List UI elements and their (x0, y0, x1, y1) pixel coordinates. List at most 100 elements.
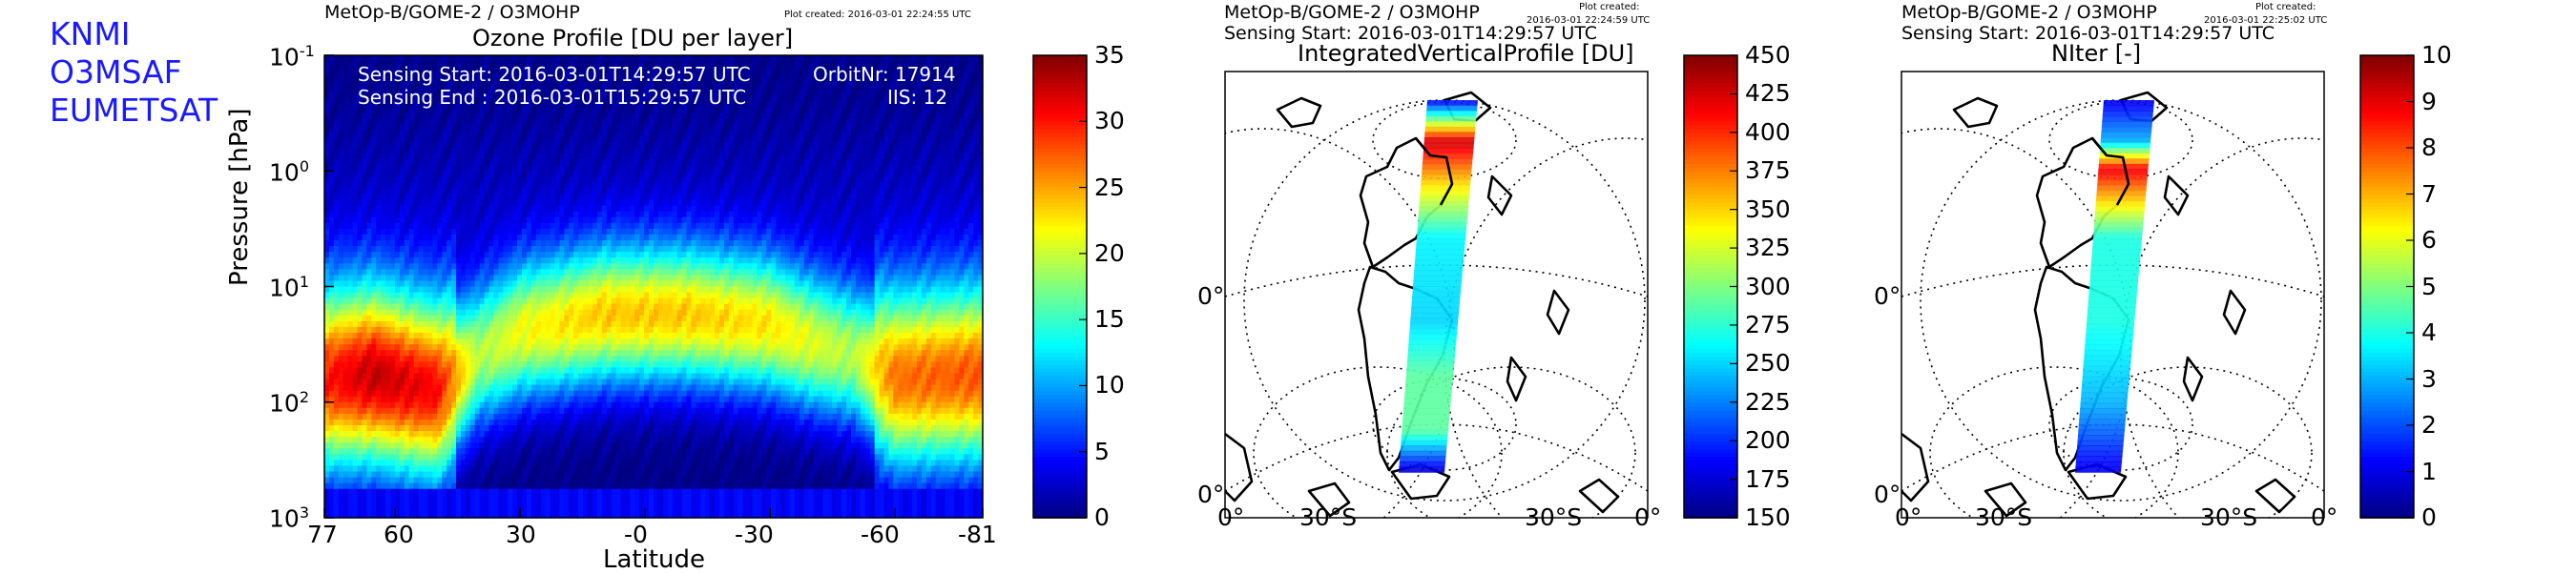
heatmap-cell (465, 390, 471, 398)
heatmap-cell (573, 118, 579, 126)
heatmap-cell (418, 471, 425, 479)
heatmap-cell (333, 228, 340, 236)
heatmap-cell (474, 511, 481, 519)
heatmap-cell (484, 419, 490, 426)
heatmap-cell (399, 373, 405, 380)
heatmap-cell (437, 477, 443, 484)
heatmap-cell (474, 135, 481, 143)
heatmap-cell (596, 482, 603, 490)
heatmap-cell (442, 477, 447, 484)
heatmap-cell (550, 199, 556, 207)
heatmap-cell (347, 500, 354, 507)
heatmap-cell (352, 211, 359, 218)
heatmap-cell (432, 488, 438, 496)
heatmap-cell (512, 72, 518, 79)
heatmap-cell (592, 297, 598, 305)
heatmap-cell (503, 90, 509, 97)
heatmap-cell (512, 384, 518, 392)
heatmap-cell (399, 90, 405, 97)
heatmap-cell (328, 494, 335, 502)
heatmap-cell (554, 396, 561, 403)
heatmap-cell (408, 344, 415, 351)
heatmap-cell (517, 419, 523, 426)
heatmap-cell (588, 252, 593, 258)
heatmap-cell (460, 113, 467, 120)
heatmap-cell (447, 90, 452, 97)
heatmap-cell (408, 361, 415, 368)
heatmap-cell (390, 165, 396, 172)
heatmap-cell (469, 55, 476, 62)
heatmap-cell (366, 488, 372, 496)
heatmap-cell (366, 344, 372, 351)
heatmap-cell (517, 425, 523, 432)
heatmap-cell (512, 500, 518, 507)
heatmap-cell (592, 263, 598, 270)
heatmap-cell (456, 344, 462, 351)
heatmap-cell (611, 240, 617, 247)
heatmap-cell (498, 384, 504, 392)
heatmap-cell (456, 326, 462, 334)
heatmap-cell (447, 275, 452, 282)
heatmap-cell (366, 309, 372, 317)
heatmap-cell (451, 320, 457, 328)
heatmap-cell (333, 309, 340, 317)
heatmap-cell (592, 188, 598, 195)
heatmap-cell (404, 477, 410, 484)
heatmap-cell (522, 216, 528, 224)
heatmap-cell (418, 159, 425, 166)
heatmap-cell (540, 344, 547, 351)
heatmap-cell (456, 390, 462, 398)
heatmap-cell (535, 130, 542, 137)
heatmap-cell (413, 101, 420, 109)
heatmap-cell (451, 240, 457, 247)
heatmap-cell (381, 286, 386, 294)
heatmap-cell (456, 488, 462, 496)
heatmap-cell (606, 205, 613, 213)
heatmap-cell (366, 246, 372, 253)
heatmap-cell (442, 211, 447, 218)
heatmap-cell (564, 367, 570, 375)
heatmap-cell (324, 124, 330, 132)
heatmap-cell (535, 315, 542, 322)
heatmap-cell (447, 240, 452, 247)
heatmap-cell (526, 419, 532, 426)
heatmap-cell (493, 141, 499, 149)
heatmap-cell (352, 240, 359, 247)
heatmap-cell (338, 482, 344, 490)
heatmap-cell (413, 188, 420, 195)
heatmap-cell (465, 159, 471, 166)
heatmap-cell (427, 326, 433, 334)
heatmap-cell (526, 505, 532, 513)
heatmap-cell (564, 437, 570, 443)
heatmap-cell (573, 240, 579, 247)
heatmap-cell (545, 124, 551, 132)
heatmap-cell (550, 361, 556, 368)
heatmap-cell (601, 55, 608, 62)
heatmap-cell (596, 396, 603, 403)
heatmap-cell (427, 141, 433, 149)
heatmap-cell (333, 407, 340, 415)
heatmap-cell (469, 465, 476, 473)
heatmap-cell (460, 154, 467, 160)
heatmap-cell (508, 361, 513, 368)
heatmap-cell (606, 419, 613, 426)
heatmap-cell (469, 419, 476, 426)
heatmap-cell (357, 269, 364, 276)
heatmap-cell (573, 84, 579, 91)
heatmap-cell (474, 72, 481, 79)
heatmap-cell (550, 78, 556, 85)
heatmap-cell (328, 90, 335, 97)
heatmap-cell (432, 511, 438, 519)
heatmap-cell (554, 390, 561, 398)
heatmap-cell (488, 228, 495, 236)
heatmap-cell (465, 367, 471, 375)
heatmap-cell (347, 482, 354, 490)
heatmap-cell (385, 141, 391, 149)
heatmap-cell (347, 130, 354, 137)
heatmap-cell (352, 367, 359, 375)
heatmap-cell (508, 315, 513, 322)
heatmap-cell (564, 72, 570, 79)
heatmap-cell (399, 216, 405, 224)
heatmap-cell (371, 361, 377, 368)
heatmap-cell (338, 188, 344, 195)
